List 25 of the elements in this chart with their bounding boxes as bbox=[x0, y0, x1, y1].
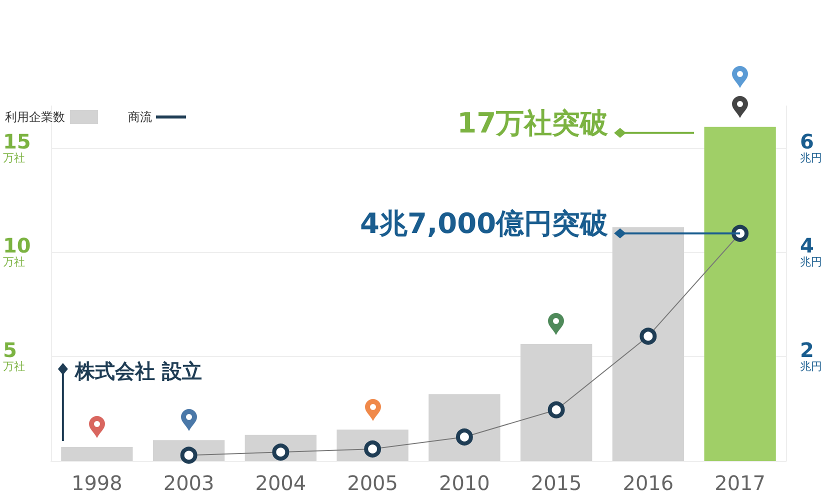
text: 万社 bbox=[3, 151, 25, 164]
annotation: 4兆7,000億円突破 bbox=[360, 206, 608, 240]
y-tick-label: 15 bbox=[3, 129, 31, 154]
y2-tick-label: 4 bbox=[800, 234, 814, 258]
legend-label: 商流 bbox=[128, 110, 152, 124]
x-tick-label: 2015 bbox=[530, 471, 582, 495]
legend-label: 利用企業数 bbox=[5, 110, 65, 124]
x-tick-label: 2017 bbox=[714, 471, 766, 495]
text: 兆円 bbox=[800, 151, 822, 164]
annotation: 17万社突破 bbox=[457, 106, 608, 140]
y-tick-label: 5 bbox=[3, 338, 17, 362]
y2-tick-label: 6 bbox=[800, 129, 814, 154]
annotation: 株式会社 設立 bbox=[74, 359, 202, 383]
x-tick-label: 2004 bbox=[255, 471, 306, 495]
x-tick-label: 2016 bbox=[622, 471, 674, 495]
text: 万社 bbox=[3, 256, 25, 269]
x-tick-label: 2003 bbox=[163, 471, 214, 495]
x-tick-label: 2005 bbox=[347, 471, 398, 495]
y2-tick-label: 2 bbox=[800, 338, 814, 362]
text: 兆円 bbox=[800, 256, 822, 269]
y-tick-label: 10 bbox=[3, 234, 31, 258]
x-tick-label: 2010 bbox=[438, 471, 490, 495]
y-axis-title: 万社 bbox=[3, 360, 25, 374]
y2-axis-title: 兆円 bbox=[800, 360, 822, 374]
x-tick-label: 1998 bbox=[71, 471, 122, 495]
